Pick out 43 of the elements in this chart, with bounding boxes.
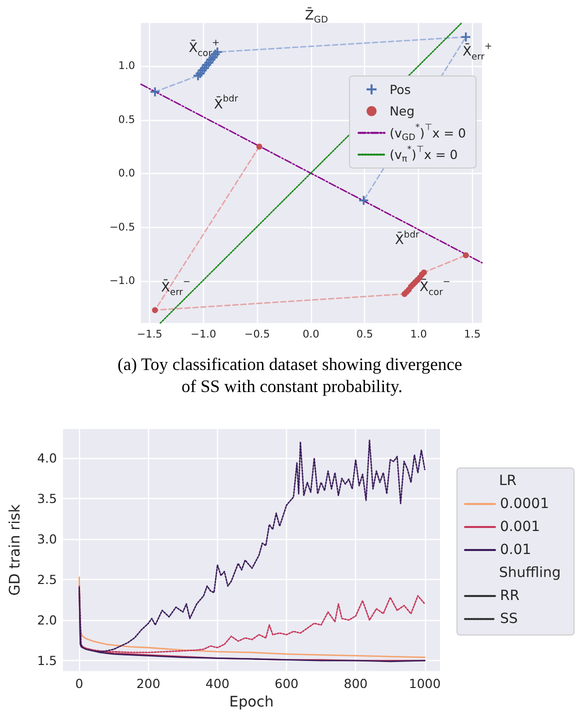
y-tick-label: −0.5 [110, 221, 135, 234]
point [461, 32, 470, 42]
y-tick-label: 2.0 [37, 612, 58, 628]
point [359, 196, 368, 205]
text: (a) Toy classification dataset showing divergence of SS with constant probability. [118, 354, 466, 396]
point [462, 252, 469, 258]
y-tick-label: 1.0 [118, 60, 135, 72]
legend-label: Pos [390, 82, 411, 97]
x-tick-label: 0.0 [302, 328, 320, 340]
x-axis-title: Epoch [229, 694, 274, 710]
y-tick-label: 3.5 [37, 491, 57, 506]
x-tick-label: 1000 [408, 676, 441, 692]
x-tick-label: −1.0 [190, 328, 216, 340]
point [420, 269, 427, 276]
y-tick-label: −1.0 [110, 275, 135, 288]
legend-title: LR [499, 473, 517, 489]
x-tick-label: 400 [206, 676, 230, 692]
legend-label: 0.001 [500, 519, 540, 535]
y-tick-label: 1.5 [37, 653, 57, 668]
point [152, 307, 158, 314]
legend-label: RR [500, 588, 520, 604]
y-tick-label: 2.5 [37, 572, 57, 588]
legend-label: 0.01 [500, 542, 532, 558]
x-tick-label: −0.5 [244, 328, 270, 340]
x-tick-label: 600 [274, 676, 299, 692]
x-tick-label: −1.5 [136, 328, 162, 340]
x-tick-label: 1.5 [464, 328, 481, 340]
legend-label: Neg [390, 104, 415, 119]
x-tick-label: 1.0 [410, 328, 427, 340]
point [256, 144, 262, 150]
legend-label: 0.0001 [500, 496, 549, 512]
y-tick-label: 0.5 [118, 114, 135, 126]
y-tick-label: 4.0 [37, 450, 58, 466]
legend-label: SS [500, 611, 518, 627]
x-tick-label: 800 [344, 676, 368, 692]
y-axis-title: GD train risk [8, 504, 24, 596]
x-tick-label: 0 [75, 676, 84, 692]
x-tick-label: 0.5 [356, 328, 374, 340]
point [150, 87, 160, 96]
y-tick-label: 0.0 [118, 168, 135, 180]
text: Shuffling [499, 565, 561, 581]
y-tick-label: 3.0 [37, 532, 58, 547]
x-tick-label: 200 [136, 676, 160, 692]
